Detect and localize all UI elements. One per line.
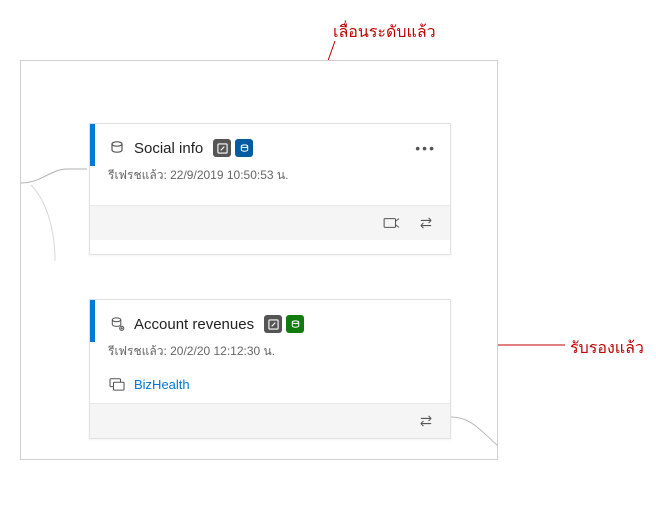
sensitivity-badge-icon (264, 315, 282, 333)
workspace-icon (108, 375, 126, 393)
promoted-badge-icon (235, 139, 253, 157)
workspace-link[interactable]: BizHealth (134, 377, 190, 392)
card-title: Social info (134, 140, 203, 157)
card-accent (90, 124, 95, 166)
card-footer (90, 403, 450, 438)
card-social-info[interactable]: Social info ••• รีเฟรชแล้ว: 22/9/2019 10… (89, 123, 451, 255)
expand-lineage-icon[interactable] (414, 411, 438, 431)
impact-view-icon[interactable] (380, 213, 404, 233)
more-options-icon[interactable]: ••• (415, 140, 438, 156)
annotation-certified: รับรองแล้ว (570, 336, 644, 361)
card-title: Account revenues (134, 316, 254, 333)
lineage-panel: Social info ••• รีเฟรชแล้ว: 22/9/2019 10… (20, 60, 498, 460)
card-header: Social info ••• (90, 124, 450, 166)
card-accent (90, 300, 95, 342)
card-header: Account revenues (90, 300, 450, 342)
card-account-revenues[interactable]: Account revenues รีเฟรชแล้ว: 20/2/20 12:… (89, 299, 451, 439)
expand-lineage-icon[interactable] (414, 213, 438, 233)
refreshed-text: รีเฟรชแล้ว: 20/2/20 12:12:30 น. (90, 342, 450, 369)
sensitivity-badge-icon (213, 139, 231, 157)
dataset-icon (108, 139, 126, 157)
card-footer (90, 205, 450, 240)
refreshed-text: รีเฟรชแล้ว: 22/9/2019 10:50:53 น. (90, 166, 450, 193)
workspace-row: BizHealth (90, 369, 450, 403)
annotation-promoted: เลื่อนระดับแล้ว (333, 20, 436, 45)
certified-badge-icon (286, 315, 304, 333)
shared-dataset-icon (108, 315, 126, 333)
